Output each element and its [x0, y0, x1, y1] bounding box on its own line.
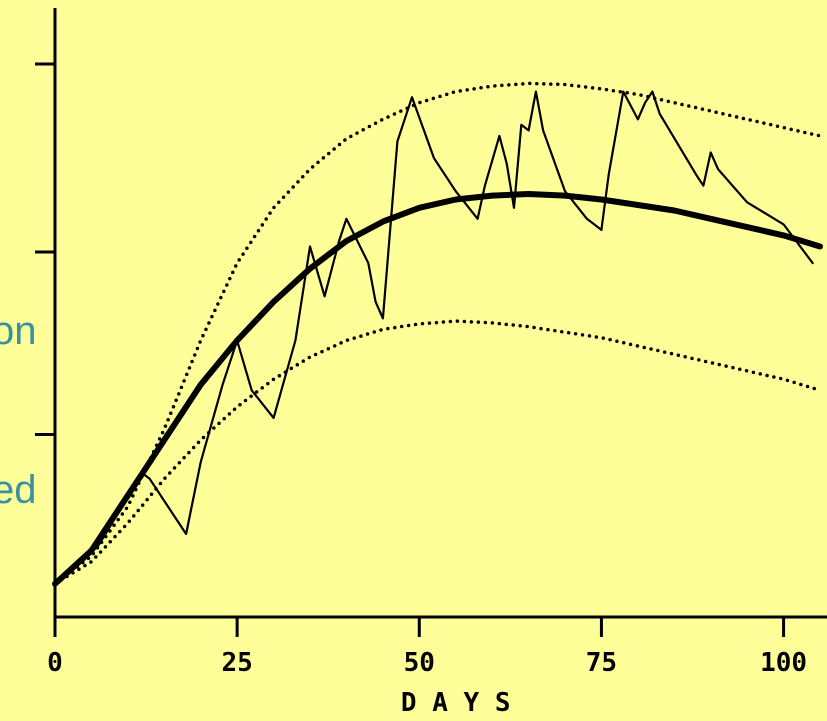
x-tick-label: 100	[760, 648, 807, 678]
side-text-fragment: on	[0, 309, 37, 353]
x-tick-label: 25	[221, 648, 252, 678]
x-axis-label: D A Y S	[401, 688, 511, 718]
mean-curve	[52, 191, 823, 587]
x-tick-label: 0	[47, 648, 63, 678]
x-tick-label: 50	[404, 648, 435, 678]
x-tick-label: 75	[586, 648, 617, 678]
observed-series	[53, 90, 814, 585]
side-text-fragment: ed	[0, 468, 37, 512]
envelope-curve	[53, 319, 822, 586]
